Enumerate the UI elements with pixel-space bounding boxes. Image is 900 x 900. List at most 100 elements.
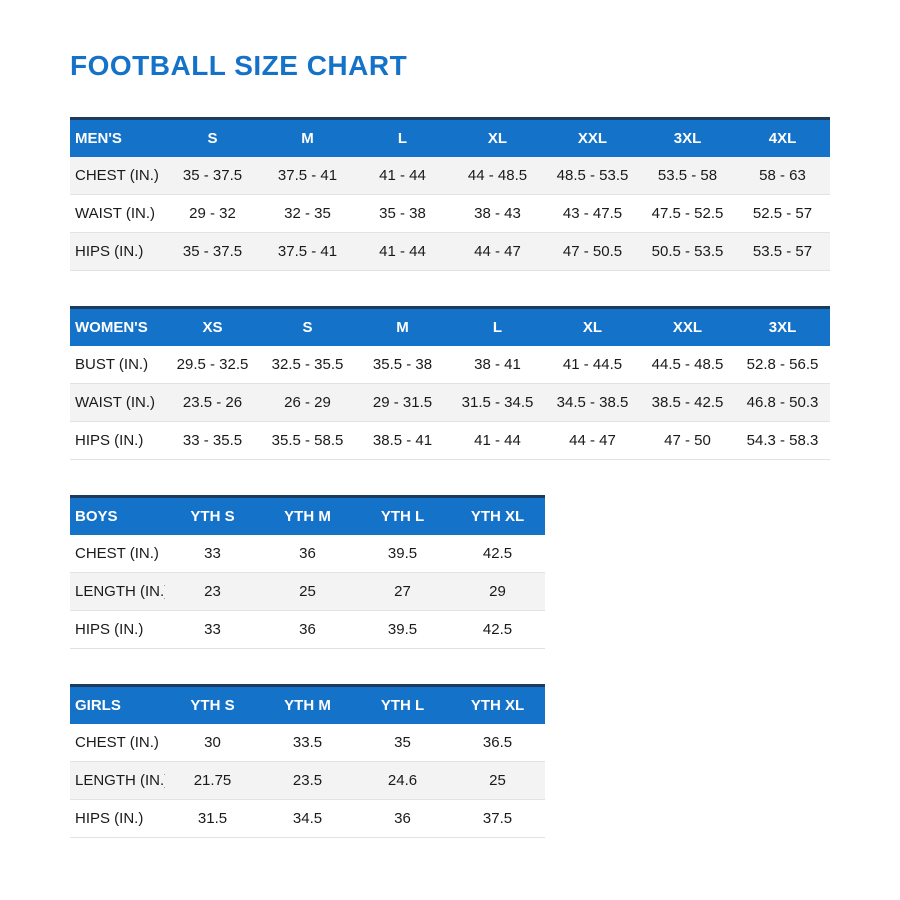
cell-value: 23.5 [260,762,355,800]
cell-value: 33 - 35.5 [165,422,260,460]
row-label-length-in: LENGTH (IN.) [70,573,165,611]
cell-value: 39.5 [355,535,450,573]
cell-value: 54.3 - 58.3 [735,422,830,460]
size-table-girls: GIRLS YTH S YTH M YTH L YTH XL CHEST (IN.) 30 3… [70,684,545,838]
row-label-hips-in: HIPS (IN.) [70,233,165,271]
cell-value: 21.75 [165,762,260,800]
cell-value: 36 [260,611,355,649]
cell-value: 33 [165,535,260,573]
cell-value: 38 - 41 [450,346,545,384]
cell-value: 32.5 - 35.5 [260,346,355,384]
table-title-men-s: MEN'S [70,120,165,157]
size-tables-container: MEN'S S M L XL XXL 3XL 4XL CHEST (IN.) 35 - 37.5 3… [70,117,830,838]
cell-value: 48.5 - 53.5 [545,157,640,195]
cell-value: 44 - 47 [545,422,640,460]
row-label-waist-in: WAIST (IN.) [70,195,165,233]
column-header-3xl: 3XL [735,309,830,346]
cell-value: 52.5 - 57 [735,195,830,233]
cell-value: 35.5 - 38 [355,346,450,384]
cell-value: 47 - 50 [640,422,735,460]
column-header-yth-m: YTH M [260,498,355,535]
cell-value: 37.5 - 41 [260,157,355,195]
cell-value: 23.5 - 26 [165,384,260,422]
row-label-hips-in: HIPS (IN.) [70,422,165,460]
cell-value: 24.6 [355,762,450,800]
column-header-yth-s: YTH S [165,498,260,535]
cell-value: 38 - 43 [450,195,545,233]
cell-value: 29 - 32 [165,195,260,233]
row-label-chest-in: CHEST (IN.) [70,535,165,573]
cell-value: 58 - 63 [735,157,830,195]
cell-value: 35 [355,724,450,762]
cell-value: 41 - 44 [450,422,545,460]
cell-value: 44 - 47 [450,233,545,271]
page-content: FOOTBALL SIZE CHART MEN'S S M L XL XXL 3XL 4XL C… [70,50,830,838]
cell-value: 33 [165,611,260,649]
row-label-hips-in: HIPS (IN.) [70,611,165,649]
cell-value: 42.5 [450,611,545,649]
cell-value: 47 - 50.5 [545,233,640,271]
cell-value: 42.5 [450,535,545,573]
cell-value: 52.8 - 56.5 [735,346,830,384]
cell-value: 44 - 48.5 [450,157,545,195]
cell-value: 29 [450,573,545,611]
cell-value: 41 - 44.5 [545,346,640,384]
cell-value: 46.8 - 50.3 [735,384,830,422]
cell-value: 29 - 31.5 [355,384,450,422]
column-header-xs: XS [165,309,260,346]
column-header-m: M [260,120,355,157]
cell-value: 29.5 - 32.5 [165,346,260,384]
cell-value: 36 [260,535,355,573]
table-title-boys: BOYS [70,498,165,535]
page-title: FOOTBALL SIZE CHART [70,50,408,81]
column-header-4xl: 4XL [735,120,830,157]
column-header-yth-xl: YTH XL [450,687,545,724]
cell-value: 31.5 [165,800,260,838]
column-header-xxl: XXL [545,120,640,157]
column-header-yth-xl: YTH XL [450,498,545,535]
row-label-waist-in: WAIST (IN.) [70,384,165,422]
column-header-yth-l: YTH L [355,498,450,535]
table-title-girls: GIRLS [70,687,165,724]
cell-value: 36.5 [450,724,545,762]
cell-value: 35 - 38 [355,195,450,233]
column-header-m: M [355,309,450,346]
cell-value: 38.5 - 42.5 [640,384,735,422]
cell-value: 27 [355,573,450,611]
table-title-women-s: WOMEN'S [70,309,165,346]
cell-value: 26 - 29 [260,384,355,422]
column-header-yth-s: YTH S [165,687,260,724]
cell-value: 35 - 37.5 [165,157,260,195]
column-header-s: S [260,309,355,346]
cell-value: 37.5 - 41 [260,233,355,271]
column-header-xl: XL [450,120,545,157]
row-label-length-in: LENGTH (IN.) [70,762,165,800]
row-label-bust-in: BUST (IN.) [70,346,165,384]
size-table-men-s: MEN'S S M L XL XXL 3XL 4XL CHEST (IN.) 35 - 37.5 3… [70,117,830,271]
cell-value: 50.5 - 53.5 [640,233,735,271]
cell-value: 36 [355,800,450,838]
cell-value: 31.5 - 34.5 [450,384,545,422]
cell-value: 43 - 47.5 [545,195,640,233]
cell-value: 25 [450,762,545,800]
column-header-xxl: XXL [640,309,735,346]
cell-value: 32 - 35 [260,195,355,233]
row-label-chest-in: CHEST (IN.) [70,157,165,195]
column-header-3xl: 3XL [640,120,735,157]
cell-value: 35 - 37.5 [165,233,260,271]
cell-value: 44.5 - 48.5 [640,346,735,384]
size-table-boys: BOYS YTH S YTH M YTH L YTH XL CHEST (IN.) 33 36… [70,495,545,649]
column-header-xl: XL [545,309,640,346]
cell-value: 53.5 - 58 [640,157,735,195]
column-header-l: L [355,120,450,157]
column-header-l: L [450,309,545,346]
column-header-yth-m: YTH M [260,687,355,724]
cell-value: 34.5 [260,800,355,838]
size-table-women-s: WOMEN'S XS S M L XL XXL 3XL BUST (IN.) 29.5 - 32.… [70,306,830,460]
cell-value: 53.5 - 57 [735,233,830,271]
cell-value: 23 [165,573,260,611]
cell-value: 38.5 - 41 [355,422,450,460]
column-header-yth-l: YTH L [355,687,450,724]
cell-value: 33.5 [260,724,355,762]
